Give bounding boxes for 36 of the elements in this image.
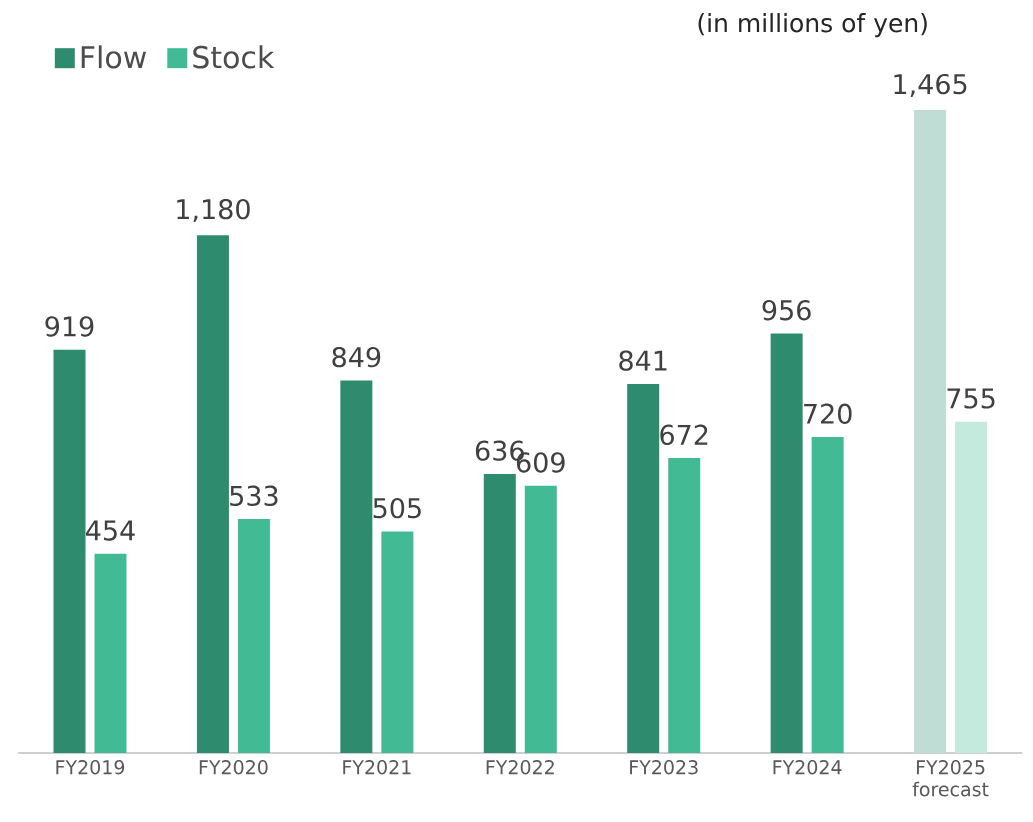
- x-tick-label: FY2020: [199, 760, 268, 775]
- bar: [196, 235, 229, 753]
- bar: [94, 553, 127, 753]
- data-label: 533: [230, 485, 278, 507]
- bar: [524, 485, 557, 753]
- text: (in millions of yen): [698, 13, 927, 38]
- x-tick-label: FY2022: [486, 760, 554, 775]
- data-label: 956: [762, 299, 811, 321]
- x-tick-label: FY2025 forecast: [912, 760, 989, 797]
- data-label: 841: [619, 350, 667, 371]
- bar: [237, 519, 270, 753]
- legend-label: Flow: [81, 45, 147, 69]
- bar: [340, 380, 373, 753]
- data-label: 720: [804, 403, 852, 424]
- legend-label: Stock: [193, 45, 275, 69]
- x-tick-label: FY2024: [773, 760, 842, 775]
- bar: [483, 473, 516, 753]
- bar: [53, 349, 86, 753]
- data-label: 849: [332, 346, 381, 368]
- x-tick-label: FY2023: [630, 760, 698, 775]
- x-tick-label: FY2019: [56, 760, 125, 775]
- bar: [627, 383, 660, 753]
- data-label: 505: [373, 497, 421, 519]
- bar: [955, 421, 988, 753]
- data-label: 454: [86, 520, 135, 541]
- bar: [811, 437, 844, 753]
- data-label: 1,180: [177, 198, 250, 223]
- x-tick-label: FY2021: [343, 760, 411, 775]
- bar: [668, 458, 701, 753]
- data-label: 1,465: [894, 73, 967, 98]
- data-label: 755: [947, 388, 995, 409]
- data-label: 672: [660, 424, 708, 446]
- bar: [381, 531, 414, 753]
- bar: [914, 110, 947, 753]
- bar: [770, 333, 803, 753]
- data-label: 919: [45, 316, 94, 337]
